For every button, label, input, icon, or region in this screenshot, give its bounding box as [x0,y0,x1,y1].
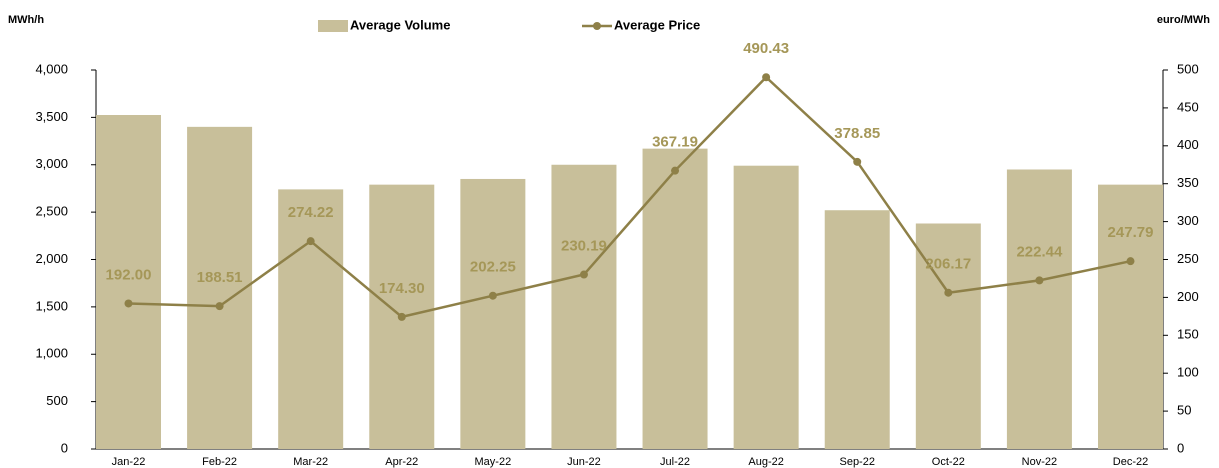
bar [187,126,253,449]
y-tick-label: 4,000 [35,61,68,76]
data-label: 192.00 [106,266,152,283]
data-label: 222.44 [1016,243,1063,260]
price-point [1035,276,1044,285]
y2-tick-label: 500 [1177,61,1199,76]
price-point [306,237,315,246]
y-tick-label: 0 [61,440,68,455]
y2-axis-title: euro/MWh [1157,14,1210,26]
bar [642,148,708,449]
price-point [397,312,406,321]
y-tick-label: 500 [46,393,68,408]
y2-tick-label: 150 [1177,327,1199,342]
data-label: 274.22 [288,204,334,221]
legend-label: Average Price [614,17,700,32]
price-point [579,270,588,279]
data-label: 202.25 [470,259,516,276]
price-point [215,302,224,311]
price-point [762,73,771,82]
data-label: 206.17 [925,256,971,273]
y2-tick-label: 300 [1177,213,1199,228]
y2-tick-label: 50 [1177,403,1191,418]
y2-tick-label: 350 [1177,175,1199,190]
y-tick-label: 3,500 [35,109,68,124]
legend-swatch [318,20,348,32]
legend-swatch [593,22,601,30]
data-label: 188.51 [197,269,243,286]
bar [551,164,617,449]
x-tick-label: Dec-22 [1113,456,1148,468]
x-tick-label: Jun-22 [567,456,601,468]
y2-tick-label: 0 [1177,440,1184,455]
price-line [128,75,1131,319]
price-point [124,299,133,308]
data-label: 174.30 [379,280,425,297]
price-point [671,166,680,175]
price-point [944,288,953,297]
bar [733,165,799,449]
bar [1098,184,1163,449]
y2-tick-label: 450 [1177,99,1199,114]
bar [1006,169,1072,450]
x-tick-label: Mar-22 [293,456,328,468]
data-label: 247.79 [1108,224,1154,241]
y2-tick-label: 200 [1177,289,1199,304]
x-tick-label: Jan-22 [112,456,146,468]
bar [460,178,526,449]
y-tick-label: 1,000 [35,346,68,361]
price-point [853,157,862,166]
data-label: 378.85 [834,125,880,142]
y2-tick-label: 250 [1177,251,1199,266]
x-tick-label: Jul-22 [660,456,690,468]
price-point [488,291,497,300]
y-axis-title: MWh/h [8,14,44,26]
y-tick-label: 3,000 [35,156,68,171]
legend-label: Average Volume [350,17,450,32]
bar [278,189,344,449]
data-label: 490.43 [743,40,789,57]
y-tick-label: 1,500 [35,298,68,313]
x-tick-label: Feb-22 [202,456,237,468]
y2-tick-label: 400 [1177,137,1199,152]
price-point [1126,257,1135,266]
x-tick-label: Apr-22 [385,456,418,468]
y-tick-label: 2,500 [35,204,68,219]
bar [96,115,161,449]
x-tick-label: May-22 [475,456,512,468]
y-tick-label: 2,000 [35,251,68,266]
x-tick-label: Nov-22 [1022,456,1057,468]
bar [824,210,890,449]
x-tick-label: Sep-22 [839,456,874,468]
data-label: 230.19 [561,237,607,254]
data-label: 367.19 [652,134,698,151]
x-tick-label: Oct-22 [932,456,965,468]
x-tick-label: Aug-22 [748,456,783,468]
y2-tick-label: 100 [1177,365,1199,380]
